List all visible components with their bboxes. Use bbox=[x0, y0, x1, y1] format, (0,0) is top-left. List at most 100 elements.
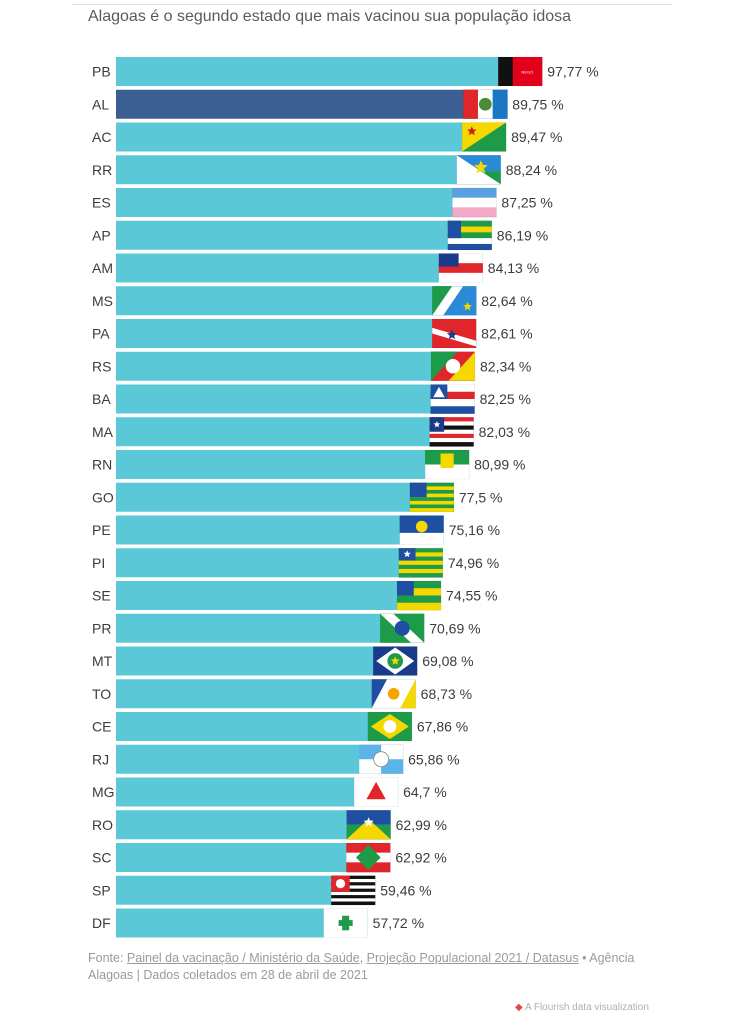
piaui-flag-icon bbox=[398, 547, 444, 578]
minas-gerais-flag-icon bbox=[353, 777, 399, 807]
bar[interactable] bbox=[116, 319, 477, 348]
bar-row-es[interactable]: ES 87,25 % bbox=[92, 187, 553, 218]
bar[interactable] bbox=[116, 646, 418, 676]
bar-row-pa[interactable]: PA 82,61 % bbox=[92, 318, 533, 349]
bar[interactable] bbox=[116, 384, 475, 414]
bar-row-pr[interactable]: PR 70,69 % bbox=[92, 613, 481, 644]
bar[interactable] bbox=[116, 417, 474, 447]
top-divider bbox=[72, 4, 672, 5]
bar[interactable] bbox=[116, 253, 483, 283]
value-label: 82,34 % bbox=[480, 358, 531, 374]
value-label: 59,46 % bbox=[380, 882, 431, 898]
bar[interactable] bbox=[116, 89, 508, 119]
value-label: 69,08 % bbox=[422, 653, 473, 669]
value-label: 65,86 % bbox=[408, 751, 459, 767]
bar-row-ba[interactable]: BA 82,25 % bbox=[92, 384, 531, 414]
bar-row-to[interactable]: TO 68,73 % bbox=[92, 678, 472, 709]
bar[interactable] bbox=[116, 286, 477, 316]
bar[interactable] bbox=[116, 777, 399, 807]
bar-row-ms[interactable]: MS 82,64 % bbox=[92, 285, 533, 316]
value-label: 62,92 % bbox=[395, 850, 446, 866]
bar-row-rr[interactable]: RR 88,24 % bbox=[92, 154, 557, 185]
category-label: PI bbox=[92, 555, 105, 571]
bar[interactable] bbox=[116, 188, 497, 217]
category-label: AC bbox=[92, 129, 111, 145]
bar-row-pi[interactable]: PI 74,96 % bbox=[92, 547, 499, 578]
category-label: RN bbox=[92, 457, 112, 473]
bar[interactable] bbox=[116, 450, 470, 479]
category-label: RJ bbox=[92, 751, 109, 767]
paraiba-flag-icon: NEGO bbox=[497, 56, 543, 87]
value-label: 82,25 % bbox=[480, 391, 531, 407]
value-label: 89,47 % bbox=[511, 129, 562, 145]
bar[interactable] bbox=[116, 515, 444, 545]
espirito-santo-flag-icon bbox=[452, 187, 497, 218]
source-link-vaccination-panel[interactable]: Painel da vacinação / Ministério da Saúd… bbox=[126, 951, 360, 965]
sao-paulo-flag-icon bbox=[330, 875, 376, 906]
category-label: PB bbox=[92, 64, 111, 80]
category-label: TO bbox=[92, 686, 111, 702]
category-label: RO bbox=[92, 817, 113, 833]
flourish-credit-text: A Flourish data visualization bbox=[524, 1002, 649, 1013]
bar[interactable] bbox=[116, 351, 476, 381]
category-label: AP bbox=[92, 227, 111, 243]
value-label: 87,25 % bbox=[501, 195, 552, 211]
bar-row-rj[interactable]: RJ 65,86 % bbox=[92, 744, 460, 775]
bar-row-go[interactable]: GO 77,5 % bbox=[92, 482, 503, 513]
bar[interactable] bbox=[116, 843, 391, 872]
bar-row-pb[interactable]: PB NEGO 97,77 % bbox=[92, 56, 599, 87]
bahia-flag-icon bbox=[430, 384, 475, 414]
bar[interactable] bbox=[116, 122, 507, 152]
bar-row-ap[interactable]: AP 86,19 % bbox=[92, 220, 548, 251]
bar[interactable] bbox=[116, 810, 391, 840]
category-label: RS bbox=[92, 358, 111, 374]
bar-row-se[interactable]: SE 74,55 % bbox=[92, 580, 497, 611]
bar[interactable] bbox=[116, 744, 404, 774]
pernambuco-flag-icon bbox=[399, 515, 444, 545]
value-label: 77,5 % bbox=[459, 489, 503, 505]
distrito-federal-flag-icon bbox=[323, 908, 368, 938]
value-label: 67,86 % bbox=[417, 719, 468, 735]
bar-row-rs[interactable]: RS 82,34 % bbox=[92, 351, 531, 382]
bar-row-ac[interactable]: AC 89,47 % bbox=[92, 122, 562, 152]
bar-row-df[interactable]: DF 57,72 % bbox=[92, 908, 424, 938]
bar-row-mg[interactable]: MG 64,7 % bbox=[92, 777, 447, 807]
bar[interactable] bbox=[116, 155, 501, 185]
bar-row-sc[interactable]: SC 62,92 % bbox=[92, 842, 447, 873]
bar[interactable] bbox=[116, 581, 442, 610]
bar[interactable] bbox=[116, 679, 416, 709]
bar-row-sp[interactable]: SP 59,46 % bbox=[92, 875, 432, 906]
maranhao-flag-icon bbox=[429, 416, 474, 447]
flourish-credit[interactable]: ◆ A Flourish data visualization bbox=[515, 1002, 649, 1013]
source-prefix: Fonte: bbox=[88, 951, 127, 965]
value-label: 82,61 % bbox=[481, 326, 532, 342]
bar[interactable] bbox=[116, 712, 412, 741]
bar-row-pe[interactable]: PE 75,16 % bbox=[92, 515, 500, 545]
bar-row-al[interactable]: AL 89,75 % bbox=[92, 89, 564, 120]
svg-text:NEGO: NEGO bbox=[521, 70, 533, 75]
bar[interactable] bbox=[116, 613, 425, 643]
bar-row-ro[interactable]: RO 62,99 % bbox=[92, 809, 447, 840]
bar-row-ma[interactable]: MA 82,03 % bbox=[92, 416, 530, 447]
goias-flag-icon bbox=[409, 482, 455, 513]
bar-row-ce[interactable]: CE 67,86 % bbox=[92, 711, 468, 742]
source-link-population-projection[interactable]: Projeção Populacional 2021 / Datasus bbox=[366, 951, 579, 965]
sergipe-flag-icon bbox=[396, 580, 442, 611]
bar[interactable] bbox=[116, 482, 454, 512]
bar[interactable] bbox=[116, 57, 543, 86]
bar-row-mt[interactable]: MT 69,08 % bbox=[92, 646, 474, 676]
bar-row-rn[interactable]: RN 80,99 % bbox=[92, 449, 525, 480]
bar[interactable] bbox=[116, 548, 443, 578]
value-label: 68,73 % bbox=[421, 686, 472, 702]
category-label: MA bbox=[92, 424, 114, 440]
bar[interactable] bbox=[116, 220, 492, 250]
mato-grosso-do-sul-flag-icon bbox=[432, 285, 477, 316]
rondonia-flag-icon bbox=[346, 809, 391, 840]
value-label: 75,16 % bbox=[449, 522, 500, 538]
source-footer: Fonte: Painel da vacinação / Ministério … bbox=[88, 950, 668, 984]
rio-grande-do-norte-flag-icon bbox=[424, 449, 470, 480]
category-label: CE bbox=[92, 719, 111, 735]
alagoas-flag-icon bbox=[463, 89, 508, 120]
bar-row-am[interactable]: AM 84,13 % bbox=[92, 253, 539, 283]
value-label: 80,99 % bbox=[474, 457, 525, 473]
